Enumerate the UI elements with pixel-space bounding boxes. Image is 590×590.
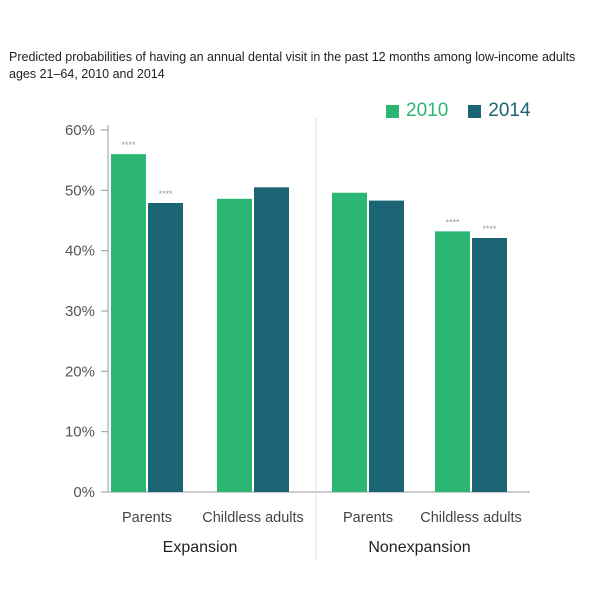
category-label: Childless adults: [420, 510, 522, 526]
y-tick-label: 30%: [65, 303, 95, 320]
category-label: Childless adults: [202, 510, 304, 526]
y-tick-label: 0%: [73, 484, 95, 501]
bar-2014: [254, 187, 289, 493]
significance-marker: ****: [158, 189, 173, 199]
y-tick-label: 10%: [65, 424, 95, 441]
legend-item-2014: 2014: [468, 100, 531, 122]
bar-2014: [369, 200, 404, 492]
legend-swatch-2014: [468, 104, 482, 118]
group-label: Nonexpansion: [368, 539, 470, 556]
chart-title: Predicted probabilities of having an ann…: [9, 50, 576, 81]
legend-swatch-2010: [386, 104, 399, 118]
legend-item-2010: 2010: [386, 100, 448, 122]
bar-2010: [217, 198, 252, 492]
significance-marker: ****: [121, 140, 136, 150]
bar-2010: [111, 154, 146, 492]
y-tick-label: 20%: [65, 363, 95, 380]
bar-2010: [435, 231, 470, 493]
y-tick-label: 50%: [65, 182, 95, 199]
bar-2014: [472, 237, 507, 492]
significance-marker: ****: [445, 217, 460, 227]
y-tick-label: 60%: [65, 122, 95, 139]
category-label: Parents: [122, 510, 172, 526]
legend-label-2010: 2010: [406, 100, 449, 121]
legend-label-2014: 2014: [488, 100, 531, 121]
y-tick-label: 40%: [65, 243, 95, 260]
bar-2010: [332, 192, 367, 492]
group-label: Expansion: [163, 539, 238, 556]
category-label: Parents: [343, 510, 393, 526]
legend: 2010 2014: [386, 100, 531, 122]
bar-2014: [148, 203, 183, 492]
significance-marker: ****: [482, 224, 497, 234]
